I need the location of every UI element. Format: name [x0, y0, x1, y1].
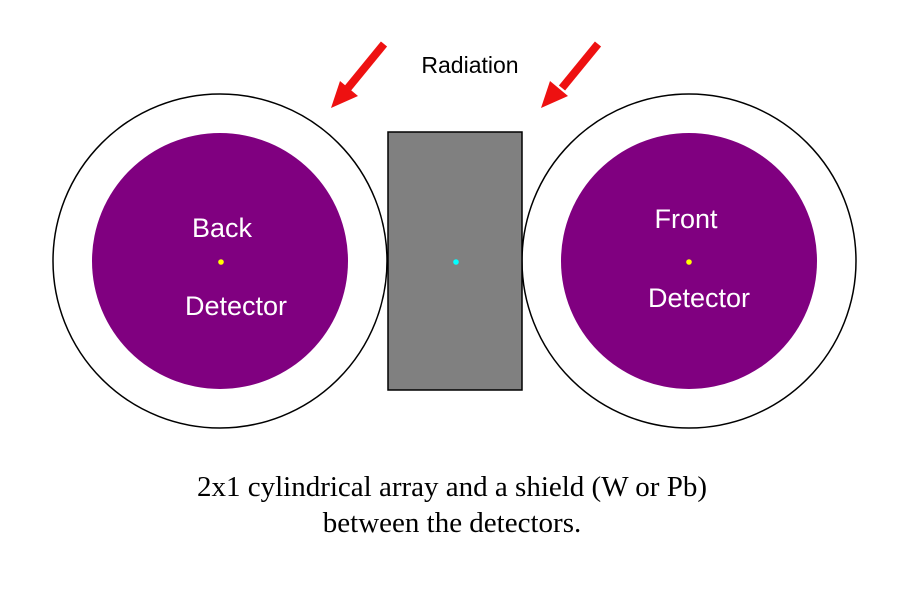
back-detector-label-line1: Back — [192, 213, 253, 243]
back-detector-center-dot — [218, 259, 224, 265]
caption-line-2: between the detectors. — [322, 507, 582, 539]
radiation-label: Radiation — [421, 52, 518, 78]
back-detector-label-line2: Detector — [185, 291, 287, 321]
shield-center-dot — [453, 259, 459, 265]
front-detector-label-line2: Detector — [648, 283, 750, 313]
caption-line-1: 2x1 cylindrical array and a shield (W or… — [196, 471, 708, 503]
front-detector-label-line1: Front — [654, 204, 718, 234]
arrow-down-left-icon — [541, 41, 602, 108]
front-detector-center-dot — [686, 259, 692, 265]
detector-array-diagram: Radiation Back Detector Front Detector — [52, 41, 857, 429]
arrow-down-left-icon — [331, 41, 388, 108]
